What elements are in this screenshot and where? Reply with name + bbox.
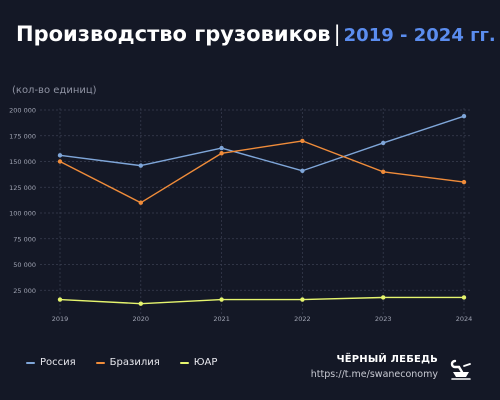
swan-icon bbox=[450, 359, 471, 380]
y-tick-label: 125 000 bbox=[9, 184, 36, 192]
y-tick-label: 75 000 bbox=[13, 235, 36, 243]
y-tick-label: 100 000 bbox=[9, 210, 36, 218]
title-years: 2019 - 2024 гг. bbox=[343, 25, 496, 46]
legend-swatch-russia bbox=[26, 361, 35, 364]
legend: Россия Бразилия ЮАР bbox=[26, 357, 217, 368]
y-tick-label: 25 000 bbox=[13, 287, 36, 295]
legend-swatch-brazil bbox=[95, 361, 105, 364]
y-tick-label: 150 000 bbox=[9, 158, 36, 166]
data-point-series-2 bbox=[219, 297, 224, 302]
data-point-series-1 bbox=[138, 200, 143, 205]
y-tick-label: 200 000 bbox=[9, 107, 36, 115]
y-axis-unit-label: (кол-во единиц) bbox=[12, 85, 97, 96]
data-point-series-2 bbox=[138, 301, 143, 306]
y-tick-label: 175 000 bbox=[9, 132, 36, 140]
brand-name: ЧЁРНЫЙ ЛЕБЕДЬ bbox=[336, 354, 438, 365]
data-point-series-2 bbox=[461, 295, 467, 300]
legend-label-south-africa: ЮАР bbox=[193, 357, 218, 368]
chart-title: Производство грузовиков | 2019 - 2024 гг. bbox=[16, 22, 496, 46]
title-separator: | bbox=[333, 22, 341, 46]
x-tick-label: 2021 bbox=[213, 315, 230, 323]
data-point-series-0 bbox=[219, 145, 224, 151]
data-point-series-0 bbox=[138, 163, 143, 168]
data-point-series-2 bbox=[300, 297, 305, 302]
data-point-series-2 bbox=[57, 297, 63, 302]
series-line-0 bbox=[59, 115, 465, 172]
y-tick-label: 50 000 bbox=[13, 261, 36, 269]
data-point-series-0 bbox=[57, 153, 63, 158]
legend-item-brazil: Бразилия bbox=[95, 357, 160, 368]
brand-link[interactable]: https://t.me/swaneconomy bbox=[310, 369, 438, 380]
data-point-series-0 bbox=[300, 168, 305, 173]
data-point-series-1 bbox=[300, 138, 305, 144]
title-text: Производство грузовиков bbox=[16, 22, 331, 46]
data-point-series-1 bbox=[219, 151, 224, 156]
data-point-series-2 bbox=[381, 295, 386, 300]
data-point-series-0 bbox=[461, 113, 467, 119]
data-point-series-0 bbox=[381, 140, 386, 146]
data-point-series-1 bbox=[461, 179, 467, 185]
x-tick-label: 2023 bbox=[375, 315, 392, 323]
legend-item-russia: Россия bbox=[26, 357, 76, 368]
x-tick-label: 2019 bbox=[52, 315, 69, 323]
series-line-2 bbox=[59, 296, 464, 305]
brand-block: ЧЁРНЫЙ ЛЕБЕДЬ https://t.me/swaneconomy bbox=[311, 354, 438, 380]
legend-swatch-south-africa bbox=[179, 361, 189, 364]
data-point-series-1 bbox=[57, 159, 63, 164]
legend-label-brazil: Бразилия bbox=[109, 357, 160, 368]
series-line-1 bbox=[59, 140, 465, 204]
x-tick-label: 2022 bbox=[294, 315, 311, 323]
legend-item-south-africa: ЮАР bbox=[179, 357, 218, 368]
x-tick-label: 2024 bbox=[456, 315, 473, 323]
legend-label-russia: Россия bbox=[40, 357, 76, 368]
x-tick-label: 2020 bbox=[133, 315, 150, 323]
data-point-series-1 bbox=[381, 169, 386, 174]
